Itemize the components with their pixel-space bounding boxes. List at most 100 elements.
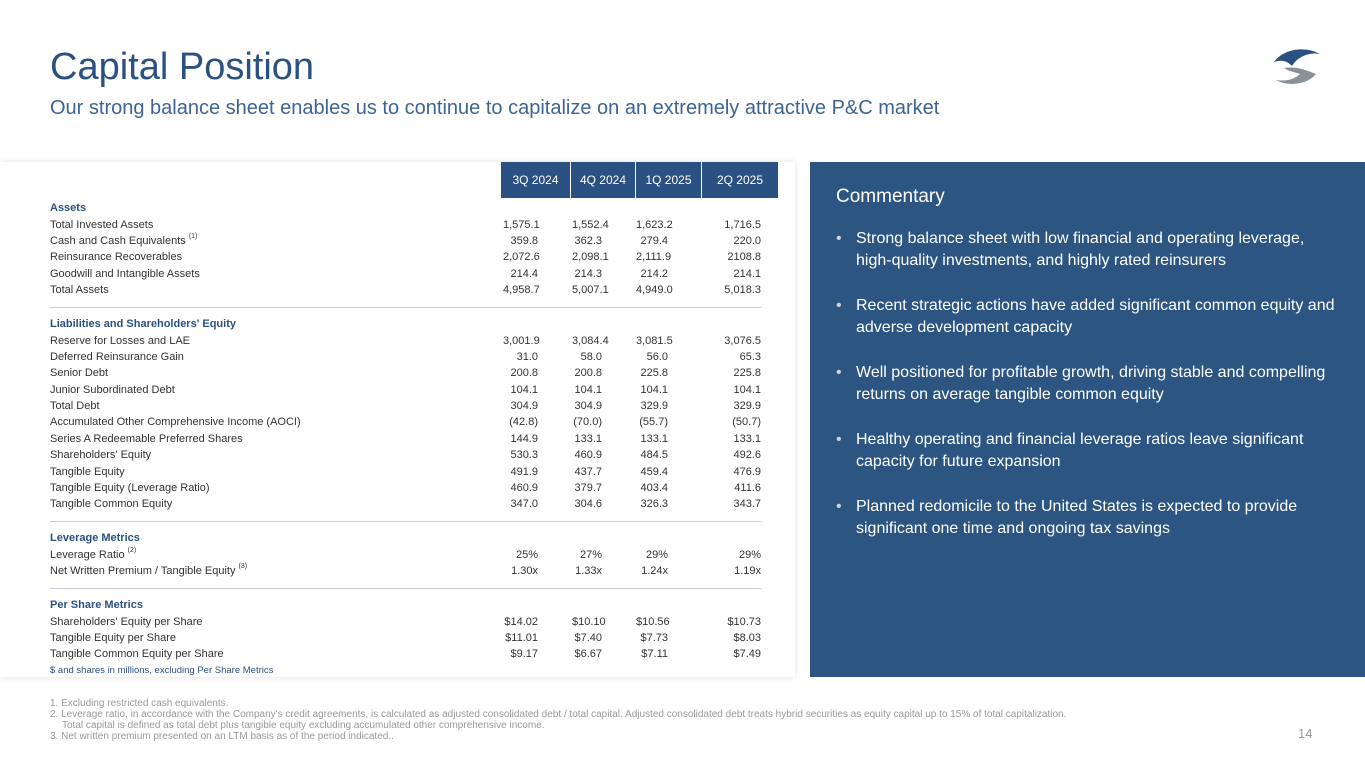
row-label-text: Leverage Ratio (50, 548, 125, 561)
table-row: Net Written Premium / Tangible Equity (3… (50, 563, 761, 579)
table-divider (50, 513, 761, 531)
page-number: 14 (1298, 726, 1313, 741)
table-cell: 362.3 (574, 234, 602, 247)
table-cell: 1,716.5 (724, 218, 761, 231)
row-label-text: Goodwill and Intangible Assets (50, 267, 200, 280)
row-label: Total Assets (50, 284, 503, 296)
table-cell: 4,958.7 (503, 284, 540, 297)
table-row: Shareholders' Equity per Share $14.02 $10.… (50, 613, 761, 629)
row-label: Total Invested Assets (50, 219, 503, 231)
column-header: 3Q 2024 (501, 162, 570, 198)
row-label-text: Shareholders' Equity per Share (50, 615, 203, 628)
bullet-icon: • (836, 364, 842, 381)
column-header: 1Q 2025 (636, 162, 701, 198)
table-cell: 27% (579, 548, 602, 561)
table-cell: 476.9 (733, 465, 761, 478)
table-cell: 5,007.1 (572, 284, 609, 297)
table-cell: 343.7 (733, 498, 761, 511)
commentary-list: • Strong balance sheet with low financial… (836, 228, 1336, 563)
table-cell: 3,001.9 (503, 334, 540, 347)
table-row: Total Invested Assets 1,575.1 1,552.4 1,623… (50, 216, 761, 232)
table-cell: 56.0 (646, 350, 668, 363)
table-row: Reinsurance Recoverables 2,072.6 2,098.1 2,… (50, 249, 761, 265)
table-cell: 411.6 (734, 482, 761, 495)
row-label-text: Tangible Common Equity (50, 498, 173, 511)
row-label: Leverage Ratio (2) (50, 546, 503, 561)
table-cell: 491.9 (510, 465, 538, 478)
row-label-text: Series A Redeemable Preferred Shares (50, 432, 243, 445)
table-cell: (55.7) (639, 416, 668, 429)
column-header: 4Q 2024 (571, 162, 635, 198)
table-note: $ and shares in millions, excluding Per … (50, 665, 274, 677)
table-cell: 144.9 (510, 432, 538, 445)
row-label-text: Reinsurance Recoverables (50, 251, 183, 264)
commentary-bullet: • Recent strategic actions have added sig… (836, 295, 1336, 339)
row-label: Reinsurance Recoverables (50, 251, 503, 263)
table-cell: 492.6 (733, 449, 761, 462)
table-row: Junior Subordinated Debt 104.1 104.1 104.1 1… (50, 382, 761, 398)
footnote-ref: (2) (127, 546, 137, 554)
section-heading: Per Share Metrics (50, 597, 761, 613)
table-cell: $7.11 (641, 648, 668, 661)
table-cell: 104.1 (733, 383, 761, 396)
table-cell: 1.19x (734, 565, 761, 578)
table-row: Senior Debt 200.8 200.8 225.8 225.8 (50, 365, 761, 381)
table-cell: 4,949.0 (636, 284, 673, 297)
table-cell: (70.0) (573, 416, 602, 429)
table-cell: 2,098.1 (572, 251, 609, 264)
table-cell: 2,111.9 (636, 251, 672, 264)
row-label-text: Senior Debt (50, 367, 109, 380)
table-cell: 29% (645, 548, 668, 561)
row-label-text: Shareholders' Equity (50, 449, 152, 462)
table-cell: $9.17 (510, 648, 538, 661)
table-cell: $7.49 (733, 648, 761, 661)
table-cell: $10.73 (727, 615, 761, 628)
row-label: Series A Redeemable Preferred Shares (50, 433, 503, 445)
row-label: Tangible Equity (Leverage Ratio) (50, 482, 503, 494)
row-label: Accumulated Other Comprehensive Income (… (50, 416, 503, 428)
row-label-text: Net Written Premium / Tangible Equity (50, 565, 236, 578)
row-label-text: Deferred Reinsurance Gain (50, 350, 184, 363)
company-logo-icon (1274, 49, 1320, 84)
row-label: Shareholders' Equity (50, 449, 503, 461)
table-cell: 220.0 (733, 234, 761, 247)
commentary-panel: Commentary • Strong balance sheet with lo… (810, 162, 1365, 677)
bullet-icon: • (836, 297, 842, 314)
table-cell: $11.01 (505, 631, 538, 644)
row-label-text: Tangible Common Equity per Share (50, 648, 224, 661)
table-cell: 1,552.4 (572, 218, 609, 231)
footnote-ref: (3) (238, 563, 248, 571)
table-cell: 326.3 (640, 498, 668, 511)
row-label: Tangible Equity (50, 466, 503, 478)
footnote: 2. Leverage ratio, in accordance with th… (50, 709, 1067, 720)
table-cell: 3,081.5 (636, 334, 673, 347)
table-divider (50, 579, 761, 597)
table-cell: 460.9 (510, 482, 538, 495)
table-cell: 31.0 (516, 350, 538, 363)
table-cell: 1.33x (575, 565, 602, 578)
commentary-bullet: • Well positioned for profitable growth, … (836, 362, 1336, 406)
section-heading: Leverage Metrics (50, 530, 761, 546)
table-cell: (50.7) (732, 416, 761, 429)
table-cell: 200.8 (510, 367, 538, 380)
table-cell: 214.2 (640, 267, 668, 280)
table-cell: 459.4 (640, 465, 668, 478)
row-label-text: Reserve for Losses and LAE (50, 334, 191, 347)
row-label-text: Junior Subordinated Debt (50, 383, 175, 396)
table-cell: 1,575.1 (503, 218, 540, 231)
table-cell: 1,623.2 (636, 218, 673, 231)
table-row: Tangible Equity (Leverage Ratio) 460.9 379… (50, 480, 761, 496)
table-cell: 133.1 (733, 432, 761, 445)
table-cell: 304.6 (574, 498, 602, 511)
commentary-bullet: • Strong balance sheet with low financial… (836, 228, 1336, 272)
bullet-icon: • (836, 431, 842, 448)
table-cell: $10.10 (572, 615, 606, 628)
table-header: 3Q 2024 4Q 2024 1Q 2025 2Q 2025 (501, 162, 779, 198)
row-label: Goodwill and Intangible Assets (50, 268, 503, 280)
row-label: Tangible Equity per Share (50, 632, 503, 644)
table-body: Assets Total Invested Assets 1,575.1 1,552.… (50, 200, 761, 679)
section-heading: Assets (50, 200, 761, 216)
table-cell: $10.56 (636, 615, 670, 628)
table-cell: 214.1 (733, 267, 761, 280)
commentary-title: Commentary (836, 186, 945, 207)
